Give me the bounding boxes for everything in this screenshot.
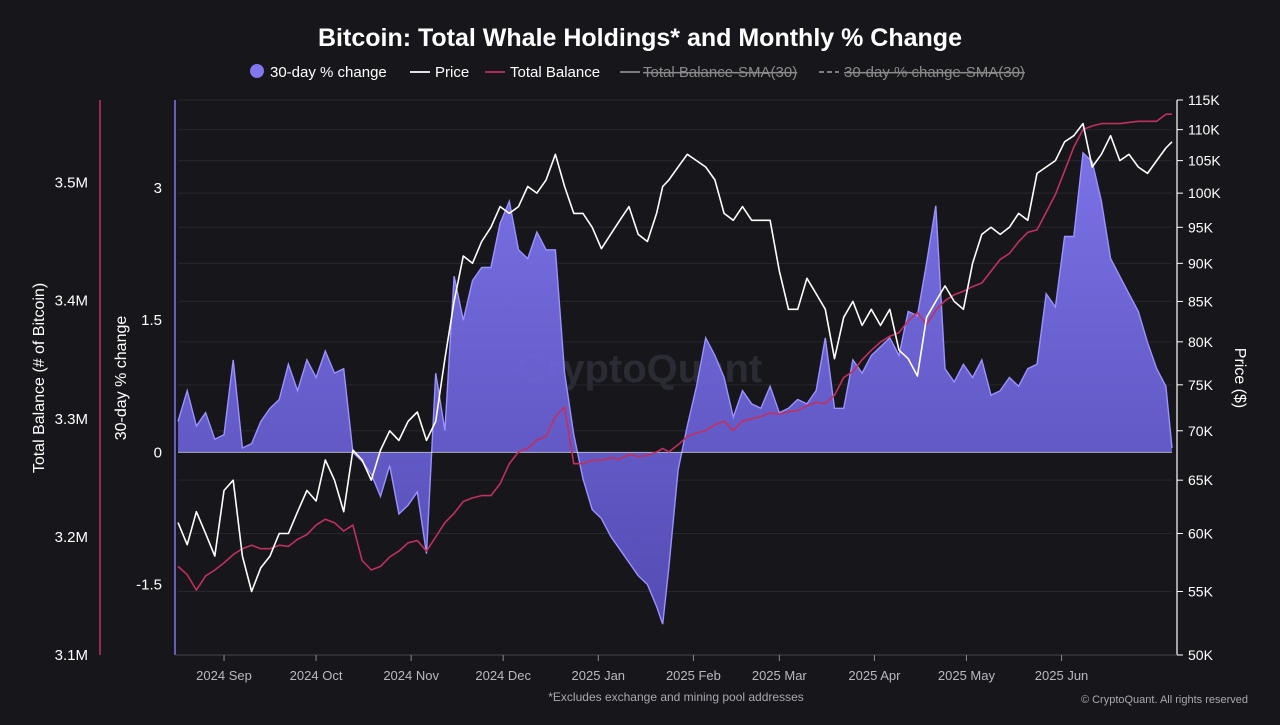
change-tick-label: -1.5 — [136, 577, 162, 594]
legend-label: Total Balance-SMA(30) — [643, 64, 797, 81]
price-tick-label: 50K — [1188, 647, 1214, 663]
balance-tick-label: 3.3M — [55, 411, 88, 428]
price-line — [177, 122, 1173, 593]
price-tick-label: 65K — [1188, 472, 1214, 488]
chart-title: Bitcoin: Total Whale Holdings* and Month… — [318, 24, 962, 52]
balance-tick-label: 3.2M — [55, 529, 88, 546]
price-tick-label: 85K — [1188, 293, 1214, 309]
copyright: © CryptoQuant. All rights reserved — [1081, 694, 1248, 706]
legend-label: Total Balance — [510, 64, 600, 81]
balance-axis-ticks: 3.5M 3.4M 3.3M 3.2M 3.1M — [55, 175, 88, 664]
price-tick-label: 55K — [1188, 583, 1214, 599]
legend-dot-icon — [250, 64, 264, 78]
price-tick-label: 105K — [1188, 153, 1221, 169]
x-axis-ticks: 2024 Sep 2024 Oct 2024 Nov 2024 Dec 2025 Jan… — [196, 655, 1088, 683]
price-axis-ticks: 115K 110K 105K 100K 95K 90K 85K 80K 75K 70K 65K 60K… — [1177, 92, 1221, 663]
change-axis-label: 30-day % change — [113, 316, 130, 441]
balance-tick-label: 3.4M — [55, 293, 88, 310]
legend-item: 30-day % change-SMA(30) — [819, 64, 1025, 81]
x-tick-label: 2025 Jun — [1035, 668, 1089, 683]
x-tick-label: 2025 May — [938, 668, 996, 683]
change-area — [178, 152, 1172, 625]
x-tick-label: 2024 Nov — [383, 668, 439, 683]
change-tick-label: 3 — [154, 180, 162, 197]
change-tick-label: 0 — [154, 444, 162, 461]
legend-item: Total Balance — [485, 64, 600, 81]
legend-label: 30-day % change-SMA(30) — [844, 64, 1025, 81]
x-tick-label: 2025 Jan — [572, 668, 626, 683]
balance-axis-label: Total Balance (# of Bitcoin) — [31, 283, 48, 473]
total-balance-line — [177, 113, 1172, 591]
legend: 30-day % change Price Total Balance Total B… — [250, 64, 1025, 81]
change-line — [177, 151, 1173, 625]
footnote: *Excludes exchange and mining pool addre… — [548, 690, 804, 704]
legend-label: 30-day % change — [270, 64, 387, 81]
balance-tick-label: 3.5M — [55, 175, 88, 192]
legend-item: 30-day % change — [250, 64, 387, 81]
price-tick-label: 115K — [1188, 92, 1220, 108]
balance-tick-label: 3.1M — [55, 647, 88, 664]
series-layer — [177, 113, 1173, 625]
price-tick-label: 95K — [1188, 219, 1214, 235]
legend-item: Total Balance-SMA(30) — [620, 64, 797, 81]
price-tick-label: 90K — [1188, 255, 1214, 271]
price-tick-label: 60K — [1188, 526, 1214, 542]
change-axis-ticks: 3 1.5 0 -1.5 — [136, 180, 162, 593]
change-tick-label: 1.5 — [141, 312, 162, 329]
legend-label: Price — [435, 64, 469, 81]
price-tick-label: 75K — [1188, 377, 1214, 393]
price-axis-label: Price ($) — [1231, 348, 1248, 408]
x-tick-label: 2024 Oct — [290, 668, 343, 683]
price-tick-label: 80K — [1188, 334, 1214, 350]
x-tick-label: 2025 Feb — [666, 668, 721, 683]
x-tick-label: 2024 Dec — [475, 668, 531, 683]
legend-item: Price — [410, 64, 469, 81]
price-tick-label: 110K — [1188, 122, 1220, 138]
x-tick-label: 2025 Apr — [848, 668, 901, 683]
x-tick-label: 2025 Mar — [752, 668, 808, 683]
price-tick-label: 100K — [1188, 185, 1221, 201]
price-tick-label: 70K — [1188, 423, 1214, 439]
x-tick-label: 2024 Sep — [196, 668, 252, 683]
